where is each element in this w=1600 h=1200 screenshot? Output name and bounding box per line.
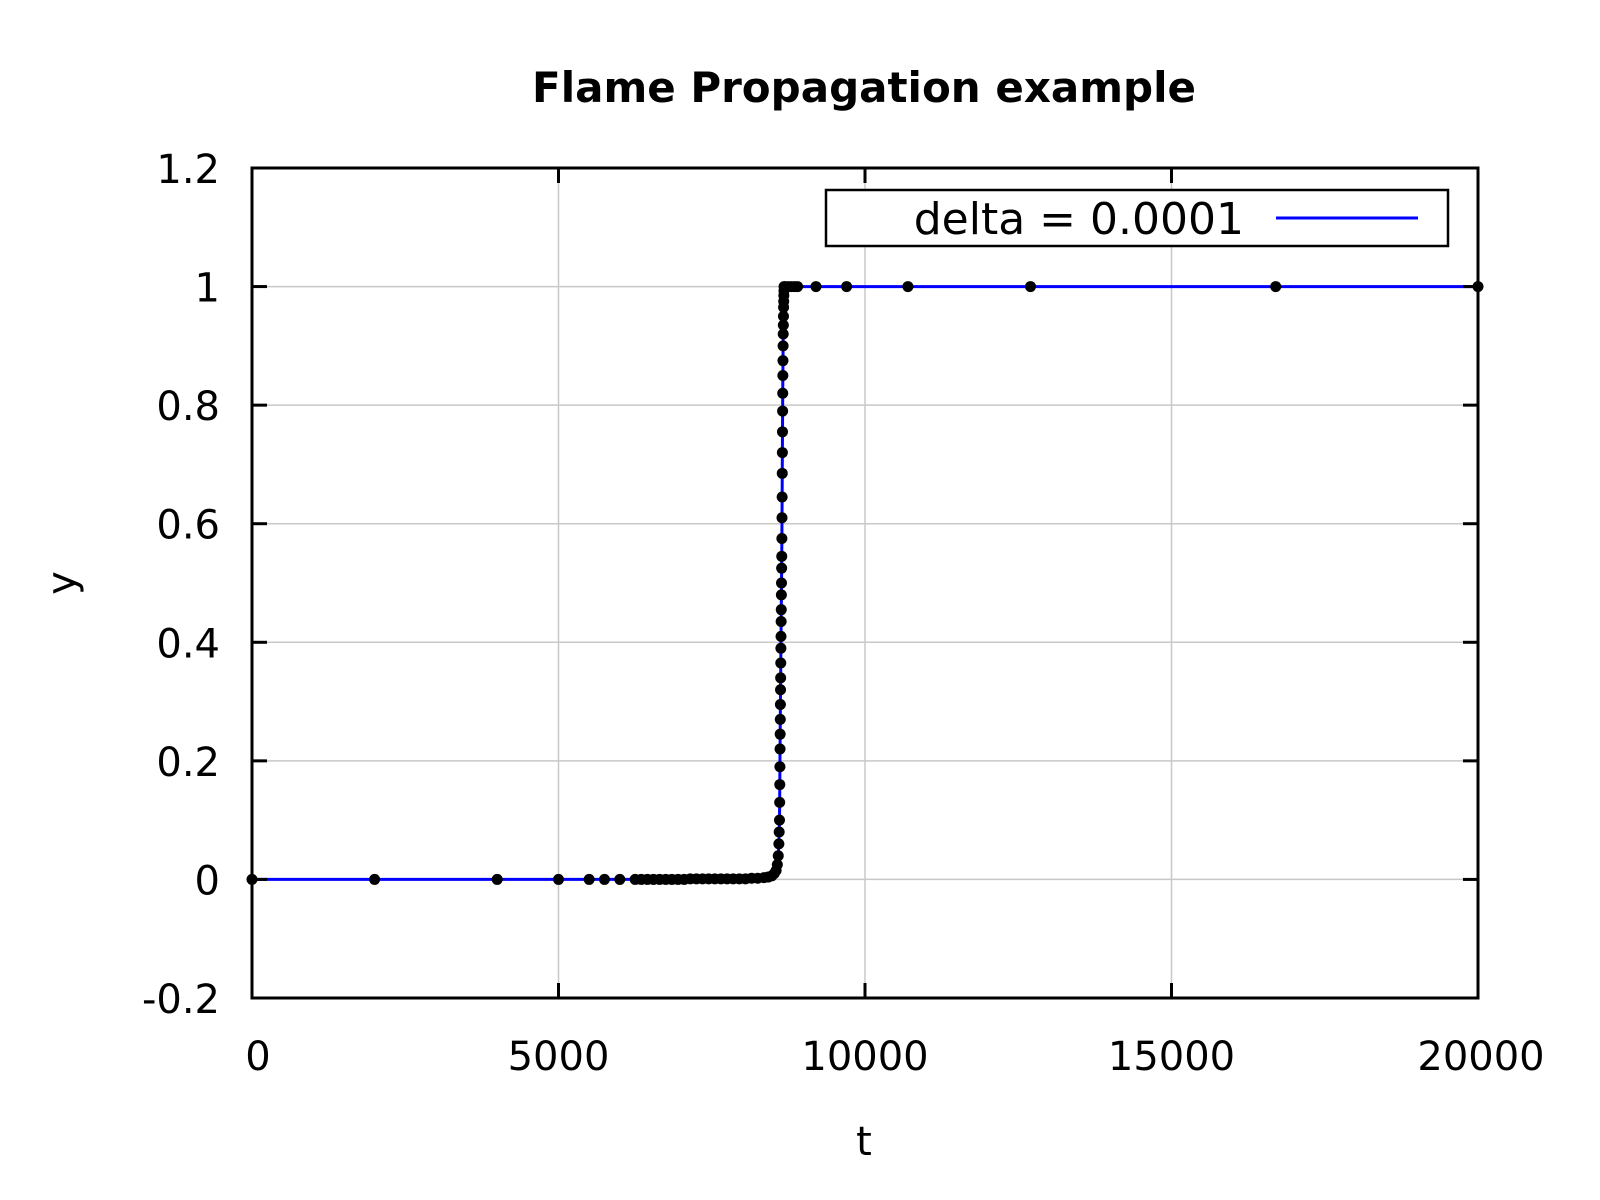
y-axis-label: y: [39, 571, 85, 595]
x-tick-label: 20000: [1417, 1034, 1544, 1080]
y-tick-label: -0.2: [142, 977, 220, 1023]
data-point: [776, 467, 788, 479]
data-point: [774, 761, 786, 773]
data-point: [777, 340, 789, 352]
data-point: [553, 873, 564, 885]
data-point: [775, 672, 787, 684]
data-point: [810, 281, 822, 293]
x-axis-label: t: [856, 1119, 872, 1165]
y-tick-label: 0: [195, 858, 220, 904]
data-point: [774, 743, 786, 755]
data-point: [774, 779, 786, 791]
axis-ticks: [250, 166, 1480, 1000]
data-point: [776, 533, 788, 545]
data-point: [775, 642, 787, 654]
data-point: [776, 491, 788, 503]
data-point: [776, 562, 788, 574]
plot-area: [246, 281, 1484, 885]
y-tick-label: 1: [195, 266, 220, 312]
y-tick-label: 1.2: [156, 147, 220, 193]
data-point: [777, 387, 789, 399]
data-point: [774, 728, 786, 740]
data-point: [775, 616, 787, 628]
data-point: [776, 447, 788, 459]
x-tick-label: 15000: [1108, 1034, 1235, 1080]
data-point: [776, 512, 788, 524]
data-point: [491, 873, 503, 885]
data-point: [1025, 281, 1037, 293]
chart-title: Flame Propagation example: [532, 63, 1196, 112]
legend: delta = 0.0001: [824, 188, 1450, 248]
y-tick-label: 0.2: [156, 740, 220, 786]
data-point: [902, 281, 914, 293]
data-point: [777, 370, 789, 381]
data-point: [771, 859, 783, 871]
data-point: [777, 319, 789, 331]
data-point: [774, 699, 786, 711]
data-point: [777, 310, 789, 322]
data-point: [777, 328, 789, 340]
x-tick-labels: 0 5000 10000 15000 20000: [245, 1034, 1544, 1080]
data-point: [774, 796, 786, 808]
data-point: [773, 838, 785, 850]
data-point: [775, 684, 787, 696]
data-point: [369, 873, 381, 885]
data-point: [773, 814, 785, 826]
data-point: [776, 550, 788, 562]
y-tick-label: 0.4: [156, 621, 220, 667]
data-point: [777, 405, 789, 417]
data-point: [775, 630, 787, 642]
data-point: [777, 355, 789, 367]
data-point: [775, 604, 787, 616]
data-point: [774, 713, 786, 725]
data-point: [773, 826, 785, 838]
data-point: [583, 873, 595, 885]
legend-label: delta = 0.0001: [914, 194, 1244, 245]
x-tick-label: 10000: [801, 1034, 928, 1080]
data-point: [772, 850, 784, 862]
x-tick-label: 5000: [508, 1034, 610, 1080]
data-point: [614, 873, 626, 885]
data-point: [792, 281, 804, 293]
data-point: [1270, 281, 1282, 293]
data-point: [776, 577, 788, 589]
y-tick-labels: -0.2 0 0.2 0.4 0.6 0.8 1 1.2: [142, 147, 220, 1023]
y-tick-label: 0.6: [156, 503, 220, 549]
data-point: [775, 589, 787, 601]
x-tick-label: 0: [245, 1034, 270, 1080]
y-tick-label: 0.8: [156, 384, 220, 430]
data-point: [598, 873, 610, 885]
data-point: [775, 657, 787, 669]
data-point: [841, 281, 853, 293]
data-point: [776, 426, 788, 438]
